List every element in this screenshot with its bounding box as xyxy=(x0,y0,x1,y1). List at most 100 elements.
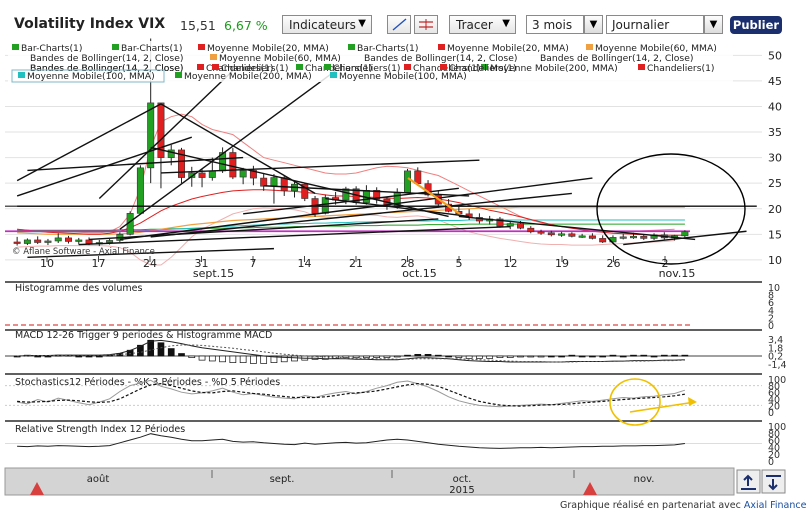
macd-histogram-bar xyxy=(147,339,155,357)
candle-body xyxy=(619,236,627,239)
macd-histogram-bar xyxy=(352,355,360,359)
period-select[interactable]: 3 mois xyxy=(526,15,584,34)
chevron-down-icon: ▼ xyxy=(358,18,366,29)
upload-icon xyxy=(741,474,756,490)
macd-histogram-bar xyxy=(188,355,196,359)
price-tick-label: 30 xyxy=(768,152,782,165)
macd-histogram-bar xyxy=(383,355,391,359)
draw-dropdown[interactable]: Tracer ▼ xyxy=(449,15,516,34)
chevron-down-icon: ▼ xyxy=(502,18,510,29)
macd-histogram-bar xyxy=(671,354,678,357)
candle-body xyxy=(373,190,381,200)
legend-entry: Chandeliers(1) xyxy=(449,63,517,74)
rsi-series xyxy=(5,433,762,449)
axial-finance-link[interactable]: Axial Finance xyxy=(743,500,807,511)
macd-histogram-bar xyxy=(650,355,658,358)
legend-highlight xyxy=(11,69,165,83)
candle-body xyxy=(527,227,535,233)
line-tool-button[interactable] xyxy=(387,15,411,34)
axis-tick-label: 0 xyxy=(768,321,774,332)
legend-entry: Moyenne Mobile(60, MMA) xyxy=(595,43,717,54)
legend-swatch-icon xyxy=(438,44,445,50)
legend-swatch-icon xyxy=(210,54,217,60)
date-tick-label: 5 xyxy=(456,257,463,270)
trendlines xyxy=(16,70,757,259)
axis-tick-label: 60 xyxy=(768,436,780,447)
legend-entry: Bandes de Bollinger(14, 2, Close) xyxy=(30,63,183,74)
legend-swatch-icon xyxy=(404,64,411,70)
legend-swatch-icon xyxy=(175,72,182,78)
range-end-handle[interactable] xyxy=(583,482,597,495)
macd-panel-title: MACD 12-26 Trigger 9 periodes & Histogra… xyxy=(15,330,272,341)
annotation-line-orange xyxy=(407,177,461,215)
export-button[interactable] xyxy=(736,469,761,494)
legend-swatch-icon xyxy=(330,72,337,78)
timeline-navigator[interactable]: août sept. oct. nov. 2015 xyxy=(4,467,735,496)
macd-histogram-bar xyxy=(578,355,586,358)
macd-histogram-bar xyxy=(75,355,83,358)
macd-histogram-bar xyxy=(630,354,637,357)
macd-histogram-bar xyxy=(589,355,596,358)
macd-histogram-bar xyxy=(445,355,452,358)
axis-tick-label: 6 xyxy=(768,298,774,309)
macd-histogram-bar xyxy=(280,355,288,363)
price-tick-label: 45 xyxy=(768,75,782,88)
macd-histogram-bar xyxy=(311,355,319,360)
candle-body xyxy=(578,235,586,238)
candle-body xyxy=(681,231,689,237)
candle-body xyxy=(630,236,637,239)
axis-tick-label: 0 xyxy=(768,408,774,419)
macd-histogram-bar xyxy=(558,355,565,358)
draw-label: Tracer xyxy=(456,18,493,32)
interval-chevron-icon[interactable]: ▼ xyxy=(704,15,723,34)
legend-swatch-icon xyxy=(197,64,204,70)
import-button[interactable] xyxy=(761,469,786,494)
macd-histogram-bar xyxy=(414,353,422,357)
legend-swatch-icon xyxy=(12,44,19,50)
stoch-d-line xyxy=(17,382,685,407)
timeline-labels: août sept. oct. nov. 2015 xyxy=(87,470,654,496)
rsi-line xyxy=(17,433,685,449)
axis-tick-label: 40 xyxy=(768,443,780,454)
macd-axis: 3,41,80,2-1,4 xyxy=(768,335,787,371)
macd-series xyxy=(5,339,762,364)
indicators-label: Indicateurs xyxy=(289,18,356,32)
axis-tick-label: 40 xyxy=(768,395,780,406)
macd-histogram-bar xyxy=(208,355,216,362)
macd-histogram-bar xyxy=(270,355,278,363)
candle-body xyxy=(249,170,257,179)
trendline xyxy=(119,177,593,241)
month-label: nov.15 xyxy=(659,267,696,280)
range-start-handle[interactable] xyxy=(30,482,44,495)
legend-swatch-icon xyxy=(198,44,205,50)
publish-button[interactable]: Publier xyxy=(730,16,782,34)
macd-histogram-bar xyxy=(393,355,401,358)
horizontal-line-tool-button[interactable] xyxy=(414,15,438,34)
stoch-panel-title: Stochastics12 Périodes - %K 3 Périodes -… xyxy=(15,377,280,388)
indicators-dropdown[interactable]: Indicateurs ▼ xyxy=(282,15,372,34)
macd-histogram-bar xyxy=(85,355,93,358)
candle-body xyxy=(208,170,216,178)
macd-histogram-bar xyxy=(681,354,689,357)
period-chevron-icon[interactable]: ▼ xyxy=(584,15,603,34)
candle-body xyxy=(301,183,309,199)
month-label: oct.15 xyxy=(402,267,437,280)
macd-histogram-bar xyxy=(506,355,514,359)
legend-entry: Moyenne Mobile(200, MMA) xyxy=(490,63,618,74)
volume-panel-title: Histogramme des volumes xyxy=(15,283,142,294)
macd-histogram-bar xyxy=(373,355,381,359)
interval-select[interactable]: Journalier xyxy=(606,15,704,34)
date-tick-label: 24 xyxy=(143,257,157,270)
axis-tick-label: 4 xyxy=(768,306,774,317)
candle-body xyxy=(280,177,288,192)
legend-entry: Bandes de Bollinger(14, 2, Close) xyxy=(30,53,183,64)
price-tick-label: 40 xyxy=(768,100,782,113)
macd-histogram-bar xyxy=(424,353,432,357)
trendline xyxy=(16,103,162,182)
candle-body xyxy=(588,235,596,239)
macd-histogram-bar xyxy=(527,355,535,358)
axis-tick-label: 100 xyxy=(768,422,786,433)
macd-histogram-bar xyxy=(198,355,206,361)
